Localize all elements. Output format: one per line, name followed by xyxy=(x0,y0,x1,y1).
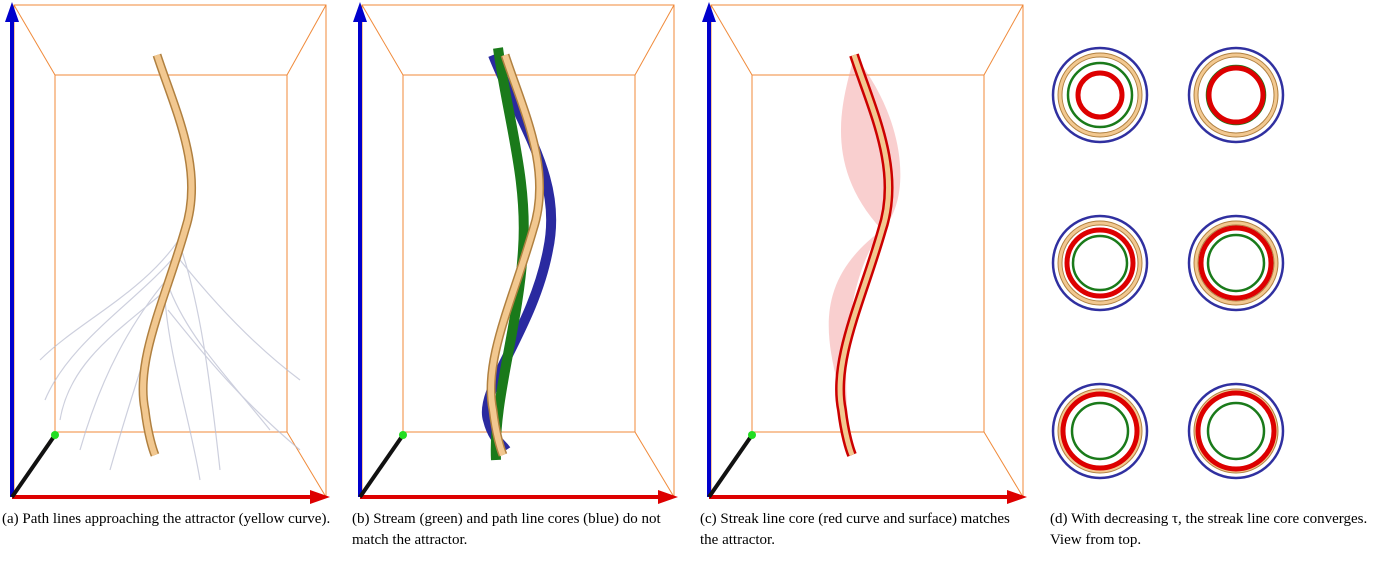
tau-label: τ = −2.9 xyxy=(1208,252,1264,271)
stream-ring xyxy=(1073,236,1127,290)
caption: (a) Path lines approaching the attractor… xyxy=(2,509,332,530)
stream-ring xyxy=(1208,235,1264,291)
streak-ring xyxy=(1067,230,1133,296)
attractor-ring xyxy=(1060,55,1140,135)
streak-ring xyxy=(1198,393,1274,469)
boundary xyxy=(1189,48,1283,142)
panel-c xyxy=(702,2,1027,504)
streak-ring xyxy=(1209,68,1263,122)
figure: τ = 0 τ = −1.5 τ = −2.3 τ = −2.9 τ = −4.6 τ =… xyxy=(0,0,1391,569)
stream-ring xyxy=(1072,403,1128,459)
panel-a xyxy=(5,2,330,504)
figure-graphics: τ = 0 τ = −1.5 τ = −2.3 τ = −2.9 τ = −4.6 τ =… xyxy=(0,0,1391,505)
panel-b xyxy=(353,2,678,504)
caption: (d) With decreasing τ, the streak line c… xyxy=(1050,509,1390,551)
boundary xyxy=(1189,384,1283,478)
stream-ring xyxy=(1208,403,1264,459)
tau-label: τ = −2.3 xyxy=(1072,252,1128,271)
streak-ring xyxy=(1063,394,1137,468)
tau-label: τ = −4.6 xyxy=(1072,420,1128,439)
caption: (b) Stream (green) and path line cores (… xyxy=(352,509,682,551)
tau-label: τ = −9 xyxy=(1214,420,1257,439)
caption: (c) Streak line core (red curve and surf… xyxy=(700,509,1030,551)
boundary xyxy=(1053,384,1147,478)
tau-label: τ = 0 xyxy=(1083,84,1116,103)
tau-label: τ = −1.5 xyxy=(1208,84,1264,103)
streak-ring xyxy=(1201,228,1271,298)
panel-d: τ = 0 τ = −1.5 τ = −2.3 τ = −2.9 τ = −4.6 τ =… xyxy=(1053,48,1283,478)
streak-ring xyxy=(1078,73,1122,117)
